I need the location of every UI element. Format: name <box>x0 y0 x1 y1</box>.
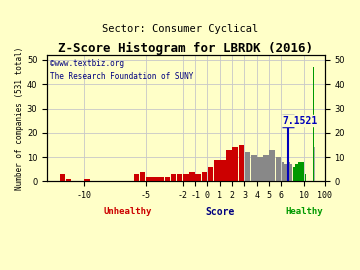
Bar <box>220 160 226 181</box>
Text: The Research Foundation of SUNY: The Research Foundation of SUNY <box>50 72 193 80</box>
Bar <box>282 162 284 181</box>
Bar <box>239 145 244 181</box>
Bar <box>251 155 257 181</box>
Bar <box>171 174 176 181</box>
Bar <box>226 150 232 181</box>
Bar <box>293 167 295 181</box>
Bar <box>202 172 207 181</box>
Bar <box>189 172 195 181</box>
Bar <box>263 155 269 181</box>
Bar <box>313 67 314 181</box>
Bar <box>214 160 220 181</box>
Bar <box>85 179 90 181</box>
Text: Healthy: Healthy <box>286 207 323 216</box>
Bar <box>66 179 72 181</box>
Bar <box>60 174 65 181</box>
Text: ©www.textbiz.org: ©www.textbiz.org <box>50 59 124 68</box>
Bar <box>158 177 164 181</box>
Bar <box>146 177 152 181</box>
Bar <box>287 162 290 181</box>
Bar <box>296 164 298 181</box>
Bar <box>140 172 145 181</box>
Bar <box>152 177 158 181</box>
Bar <box>177 174 183 181</box>
Bar <box>165 177 170 181</box>
Y-axis label: Number of companies (531 total): Number of companies (531 total) <box>15 46 24 190</box>
Bar <box>284 164 287 181</box>
Bar <box>257 157 263 181</box>
Bar <box>298 162 301 181</box>
Bar <box>245 152 250 181</box>
Bar <box>183 174 189 181</box>
Bar <box>134 174 139 181</box>
Bar <box>208 167 213 181</box>
Text: 7.1521: 7.1521 <box>282 116 318 126</box>
Bar <box>195 174 201 181</box>
Bar <box>276 157 281 181</box>
Text: Score: Score <box>205 207 234 217</box>
Bar <box>233 147 238 181</box>
Bar <box>314 147 315 181</box>
Bar <box>290 164 292 181</box>
Bar <box>301 162 303 181</box>
Bar <box>269 150 275 181</box>
Text: Unhealthy: Unhealthy <box>103 207 152 216</box>
Text: Sector: Consumer Cyclical: Sector: Consumer Cyclical <box>102 24 258 34</box>
Title: Z-Score Histogram for LBRDK (2016): Z-Score Histogram for LBRDK (2016) <box>58 42 314 55</box>
